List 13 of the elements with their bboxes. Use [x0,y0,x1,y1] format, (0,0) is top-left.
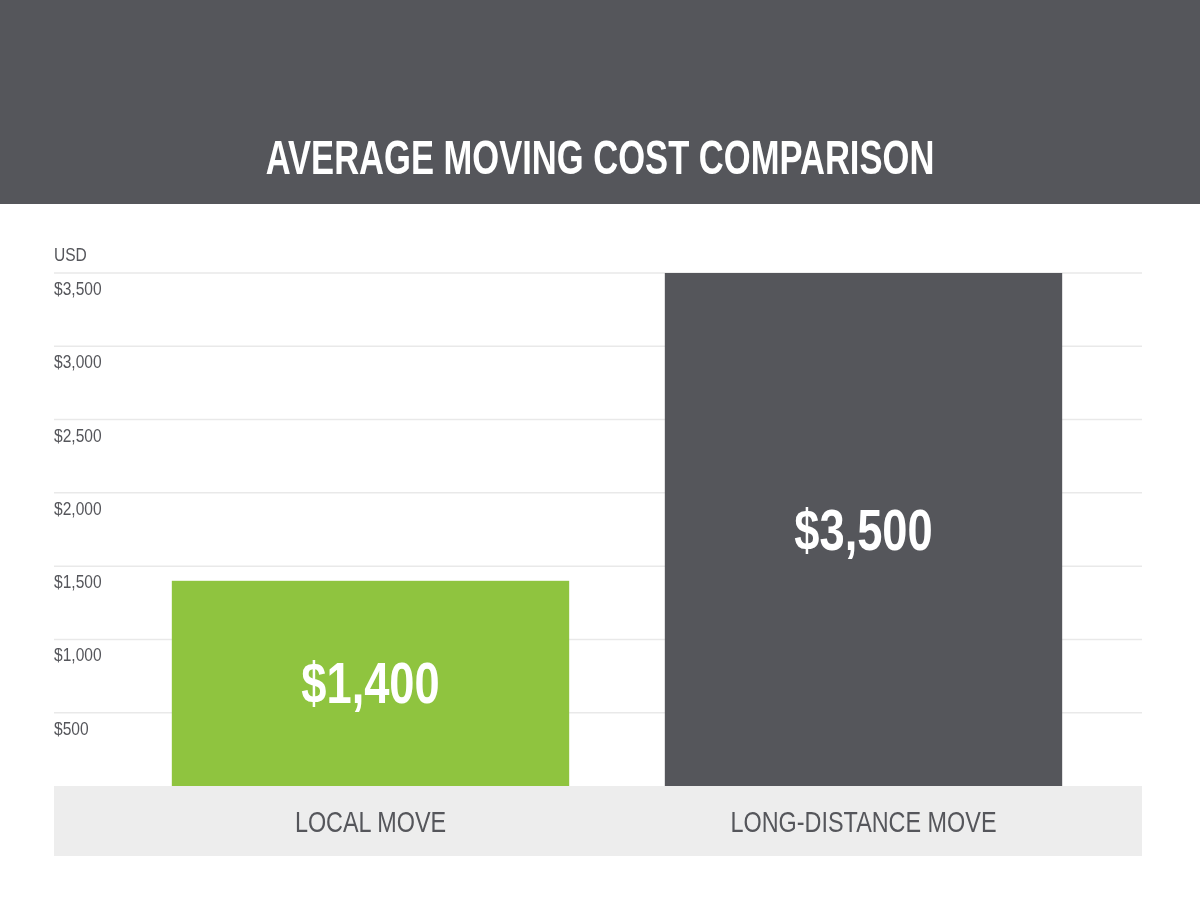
y-tick-label: $1,500 [54,570,102,593]
x-tick-label: LOCAL MOVE [294,805,447,839]
y-tick-label: $3,500 [54,277,102,300]
y-tick-label: $1,000 [54,643,102,666]
y-tick-label: $3,000 [54,350,102,373]
data-label: $1,400 [301,651,440,716]
x-tick-label: LONG-DISTANCE MOVE [730,805,997,839]
data-label: $3,500 [794,497,933,562]
y-tick-label: $500 [54,717,89,740]
chart-title: AVERAGE MOVING COST COMPARISON [265,130,935,184]
y-axis-title: USD [54,243,87,266]
y-tick-label: $2,500 [54,424,102,446]
y-tick-label: $2,000 [54,497,102,520]
